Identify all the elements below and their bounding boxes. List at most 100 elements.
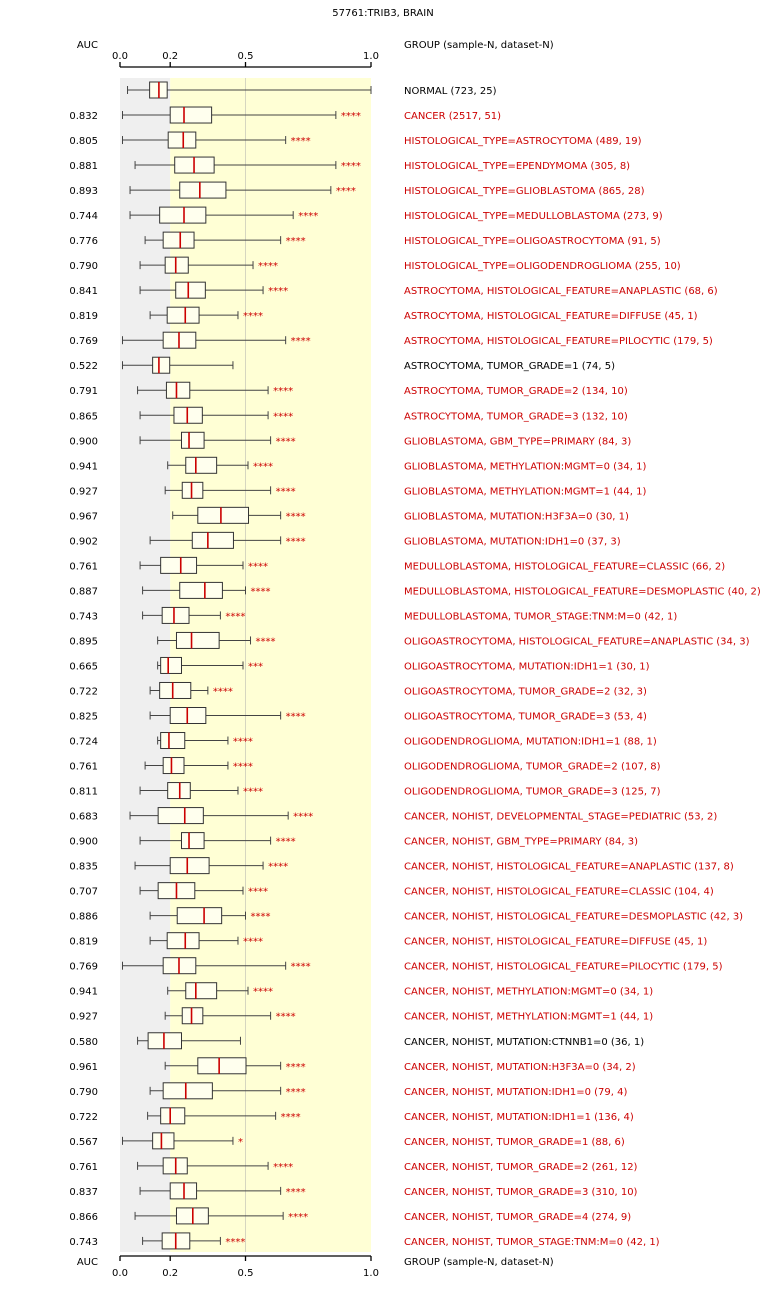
- row-42: 0.567 * CANCER, NOHIST, TUMOR_GRADE=1 (88,…: [69, 1132, 625, 1150]
- iqr-box: [185, 456, 218, 474]
- auc-value: 0.791: [69, 386, 98, 397]
- row-31: 0.835 **** CANCER, NOHIST, HISTOLOGICAL_FE…: [69, 857, 734, 875]
- significance-stars: ****: [233, 737, 253, 748]
- iqr-box: [169, 857, 210, 875]
- row-15: 0.941 **** GLIOBLASTOMA, METHYLATION:MGMT=…: [69, 456, 647, 474]
- significance-stars: ****: [248, 561, 268, 572]
- row-29: 0.683 **** CANCER, NOHIST, DEVELOPMENTAL_S…: [69, 807, 717, 825]
- iqr-box: [175, 281, 206, 299]
- auc-value: 0.941: [69, 987, 98, 998]
- row-3: 0.881 **** HISTOLOGICAL_TYPE=EPENDYMOMA (3…: [69, 156, 630, 174]
- row-4: 0.893 **** HISTOLOGICAL_TYPE=GLIOBLASTOMA …: [69, 181, 645, 199]
- auc-value: 0.819: [69, 937, 98, 948]
- row-34: 0.819 **** CANCER, NOHIST, HISTOLOGICAL_FE…: [69, 932, 707, 950]
- auc-value: 0.893: [69, 186, 98, 197]
- significance-stars: ****: [253, 461, 273, 472]
- significance-stars: ****: [273, 386, 293, 397]
- significance-stars: *: [238, 1137, 243, 1148]
- group-label: CANCER, NOHIST, MUTATION:IDH1=1 (136, 4): [404, 1112, 634, 1123]
- x-axis-bottom-tick-label-2: 0.5: [238, 1268, 254, 1279]
- group-label: CANCER, NOHIST, MUTATION:CTNNB1=0 (36, 1…: [404, 1037, 644, 1048]
- group-label: OLIGOASTROCYTOMA, TUMOR_GRADE=3 (53, 4): [404, 712, 647, 723]
- row-22: 0.895 **** OLIGOASTROCYTOMA, HISTOLOGICAL_…: [69, 631, 750, 649]
- group-label: GLIOBLASTOMA, GBM_TYPE=PRIMARY (84, 3): [404, 436, 631, 447]
- iqr-box: [162, 231, 195, 249]
- iqr-box: [160, 556, 198, 574]
- row-7: 0.790 **** HISTOLOGICAL_TYPE=OLIGODENDROGL…: [69, 256, 681, 274]
- iqr-box: [173, 406, 203, 424]
- auc-value: 0.841: [69, 286, 98, 297]
- row-8: 0.841 **** ASTROCYTOMA, HISTOLOGICAL_FEATU…: [69, 281, 718, 299]
- x-axis-bottom-tick-label-0: 0.0: [112, 1268, 128, 1279]
- group-label: MEDULLOBLASTOMA, HISTOLOGICAL_FEATURE=CL…: [404, 561, 725, 572]
- row-25: 0.825 **** OLIGOASTROCYTOMA, TUMOR_GRADE=3…: [69, 707, 647, 724]
- significance-stars: ****: [243, 937, 263, 948]
- significance-stars: ****: [281, 1112, 301, 1123]
- group-label: GLIOBLASTOMA, MUTATION:H3F3A=0 (30, 1): [404, 511, 629, 522]
- row-40: 0.790 **** CANCER, NOHIST, MUTATION:IDH1=0…: [69, 1082, 627, 1100]
- iqr-box: [164, 256, 189, 274]
- significance-stars: ****: [233, 762, 253, 773]
- auc-value: 0.722: [69, 1112, 98, 1123]
- auc-value: 0.790: [69, 1087, 98, 1098]
- group-header-bottom: GROUP (sample-N, dataset-N): [404, 1257, 554, 1268]
- row-30: 0.900 **** CANCER, NOHIST, GBM_TYPE=PRIMAR…: [69, 832, 638, 850]
- significance-stars: ****: [243, 311, 263, 322]
- auc-value: 0.866: [69, 1212, 98, 1223]
- significance-stars: ****: [213, 686, 233, 697]
- auc-value: 0.895: [69, 636, 98, 647]
- iqr-box: [181, 481, 204, 499]
- auc-value: 0.790: [69, 261, 98, 272]
- group-label: ASTROCYTOMA, TUMOR_GRADE=1 (74, 5): [404, 361, 615, 372]
- group-label: GLIOBLASTOMA, MUTATION:IDH1=0 (37, 3): [404, 536, 621, 547]
- group-label: HISTOLOGICAL_TYPE=OLIGOASTROCYTOMA (91, …: [404, 236, 661, 247]
- significance-stars: ****: [341, 161, 361, 172]
- row-10: 0.769 **** ASTROCYTOMA, HISTOLOGICAL_FEATU…: [69, 331, 713, 349]
- group-label: CANCER, NOHIST, HISTOLOGICAL_FEATURE=ANA…: [404, 862, 734, 873]
- row-27: 0.761 **** OLIGODENDROGLIOMA, TUMOR_GRADE=…: [69, 757, 661, 775]
- auc-header-bottom: AUC: [77, 1257, 98, 1268]
- auc-value: 0.832: [69, 111, 98, 122]
- auc-value: 0.900: [69, 436, 98, 447]
- group-label: HISTOLOGICAL_TYPE=MEDULLOBLASTOMA (273, …: [404, 211, 663, 222]
- row-5: 0.744 **** HISTOLOGICAL_TYPE=MEDULLOBLASTO…: [69, 206, 663, 224]
- row-37: 0.927 **** CANCER, NOHIST, METHYLATION:MGM…: [69, 1007, 653, 1025]
- row-17: 0.967 **** GLIOBLASTOMA, MUTATION:H3F3A=0 …: [69, 506, 629, 524]
- row-24: 0.722 **** OLIGOASTROCYTOMA, TUMOR_GRADE=2…: [69, 681, 647, 699]
- row-20: 0.887 **** MEDULLOBLASTOMA, HISTOLOGICAL_F…: [69, 581, 761, 599]
- row-0: NORMAL (723, 25): [127, 81, 497, 99]
- group-label: OLIGOASTROCYTOMA, HISTOLOGICAL_FEATURE=A…: [404, 636, 750, 647]
- row-43: 0.761 **** CANCER, NOHIST, TUMOR_GRADE=2 (…: [69, 1157, 638, 1175]
- chart-title: 57761:TRIB3, BRAIN: [332, 8, 433, 19]
- significance-stars: ****: [341, 111, 361, 122]
- significance-stars: ****: [268, 862, 288, 873]
- iqr-box: [152, 356, 171, 374]
- group-label: HISTOLOGICAL_TYPE=OLIGODENDROGLIOMA (255…: [404, 261, 681, 272]
- row-26: 0.724 **** OLIGODENDROGLIOMA, MUTATION:IDH…: [69, 732, 657, 750]
- auc-value: 0.825: [69, 712, 98, 723]
- row-44: 0.837 **** CANCER, NOHIST, TUMOR_GRADE=3 (…: [69, 1182, 638, 1200]
- iqr-box: [160, 1107, 186, 1125]
- iqr-box: [147, 1032, 182, 1050]
- row-23: 0.665 *** OLIGOASTROCYTOMA, MUTATION:IDH1=…: [69, 656, 650, 674]
- row-36: 0.941 **** CANCER, NOHIST, METHYLATION:MGM…: [69, 982, 653, 1000]
- iqr-box: [160, 656, 182, 674]
- auc-value: 0.724: [69, 737, 98, 748]
- iqr-box: [157, 807, 204, 825]
- group-label: CANCER, NOHIST, HISTOLOGICAL_FEATURE=DIF…: [404, 937, 707, 948]
- auc-value: 0.837: [69, 1187, 98, 1198]
- group-label: CANCER, NOHIST, DEVELOPMENTAL_STAGE=PEDI…: [404, 812, 717, 823]
- group-label: CANCER, NOHIST, TUMOR_GRADE=3 (310, 10): [404, 1187, 638, 1198]
- group-label: NORMAL (723, 25): [404, 86, 497, 97]
- group-label: ASTROCYTOMA, HISTOLOGICAL_FEATURE=PILOCY…: [404, 336, 713, 347]
- row-46: 0.743 **** CANCER, NOHIST, TUMOR_STAGE:TNM…: [69, 1232, 660, 1250]
- iqr-box: [166, 932, 200, 950]
- group-label: MEDULLOBLASTOMA, HISTOLOGICAL_FEATURE=DE…: [404, 586, 761, 597]
- x-axis-top-tick-label-1: 0.2: [162, 51, 178, 62]
- auc-value: 0.665: [69, 661, 98, 672]
- significance-stars: ****: [286, 511, 306, 522]
- group-label: ASTROCYTOMA, HISTOLOGICAL_FEATURE=ANAPLA…: [404, 286, 718, 297]
- auc-value: 0.900: [69, 837, 98, 848]
- significance-stars: ****: [268, 286, 288, 297]
- significance-stars: ****: [286, 1087, 306, 1098]
